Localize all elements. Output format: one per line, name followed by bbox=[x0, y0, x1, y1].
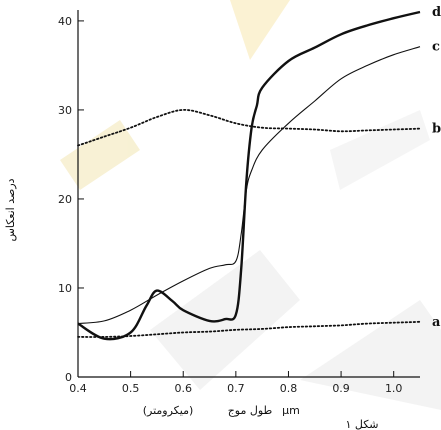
y-ticks: 0 10 20 30 40 bbox=[58, 15, 84, 384]
figure-caption: شکل ۱ bbox=[345, 418, 378, 430]
series-label-d: d bbox=[432, 5, 441, 20]
x-tick-label: 1.0 bbox=[385, 382, 403, 395]
series-group bbox=[77, 10, 421, 341]
series-labels: a b c d bbox=[432, 5, 441, 330]
series-line-b bbox=[77, 108, 421, 147]
y-tick-label: 20 bbox=[58, 193, 72, 206]
x-tick-label: 0.9 bbox=[332, 382, 350, 395]
watermark-shape-2 bbox=[230, 0, 290, 60]
x-axis-title: طول موج bbox=[228, 404, 273, 417]
x-tick-label: 0.6 bbox=[174, 382, 192, 395]
x-tick-label: 0.8 bbox=[280, 382, 298, 395]
x-ticks: 0.4 0.5 0.6 0.7 0.8 0.9 1.0 bbox=[69, 371, 402, 395]
watermark-shape-5 bbox=[300, 300, 441, 410]
series-line-d bbox=[77, 10, 421, 341]
y-axis-title: درصد انعکاس bbox=[4, 178, 17, 241]
series-label-c: c bbox=[432, 40, 440, 55]
x-axis-unit: µm bbox=[282, 404, 300, 417]
y-tick-label: 0 bbox=[65, 371, 72, 384]
y-tick-label: 10 bbox=[58, 282, 72, 295]
watermark bbox=[60, 0, 441, 410]
y-tick-label: 30 bbox=[58, 104, 72, 117]
watermark-shape-1 bbox=[60, 120, 140, 190]
series-line-a bbox=[77, 320, 421, 338]
series-label-b: b bbox=[432, 122, 441, 137]
x-tick-label: 0.5 bbox=[122, 382, 140, 395]
series-label-a: a bbox=[432, 315, 441, 330]
x-tick-label: 0.7 bbox=[227, 382, 245, 395]
y-tick-label: 40 bbox=[58, 15, 72, 28]
watermark-shape-3 bbox=[330, 110, 430, 190]
x-tick-label: 0.4 bbox=[69, 382, 87, 395]
x-axis-note: (میکرومتر) bbox=[143, 404, 194, 417]
